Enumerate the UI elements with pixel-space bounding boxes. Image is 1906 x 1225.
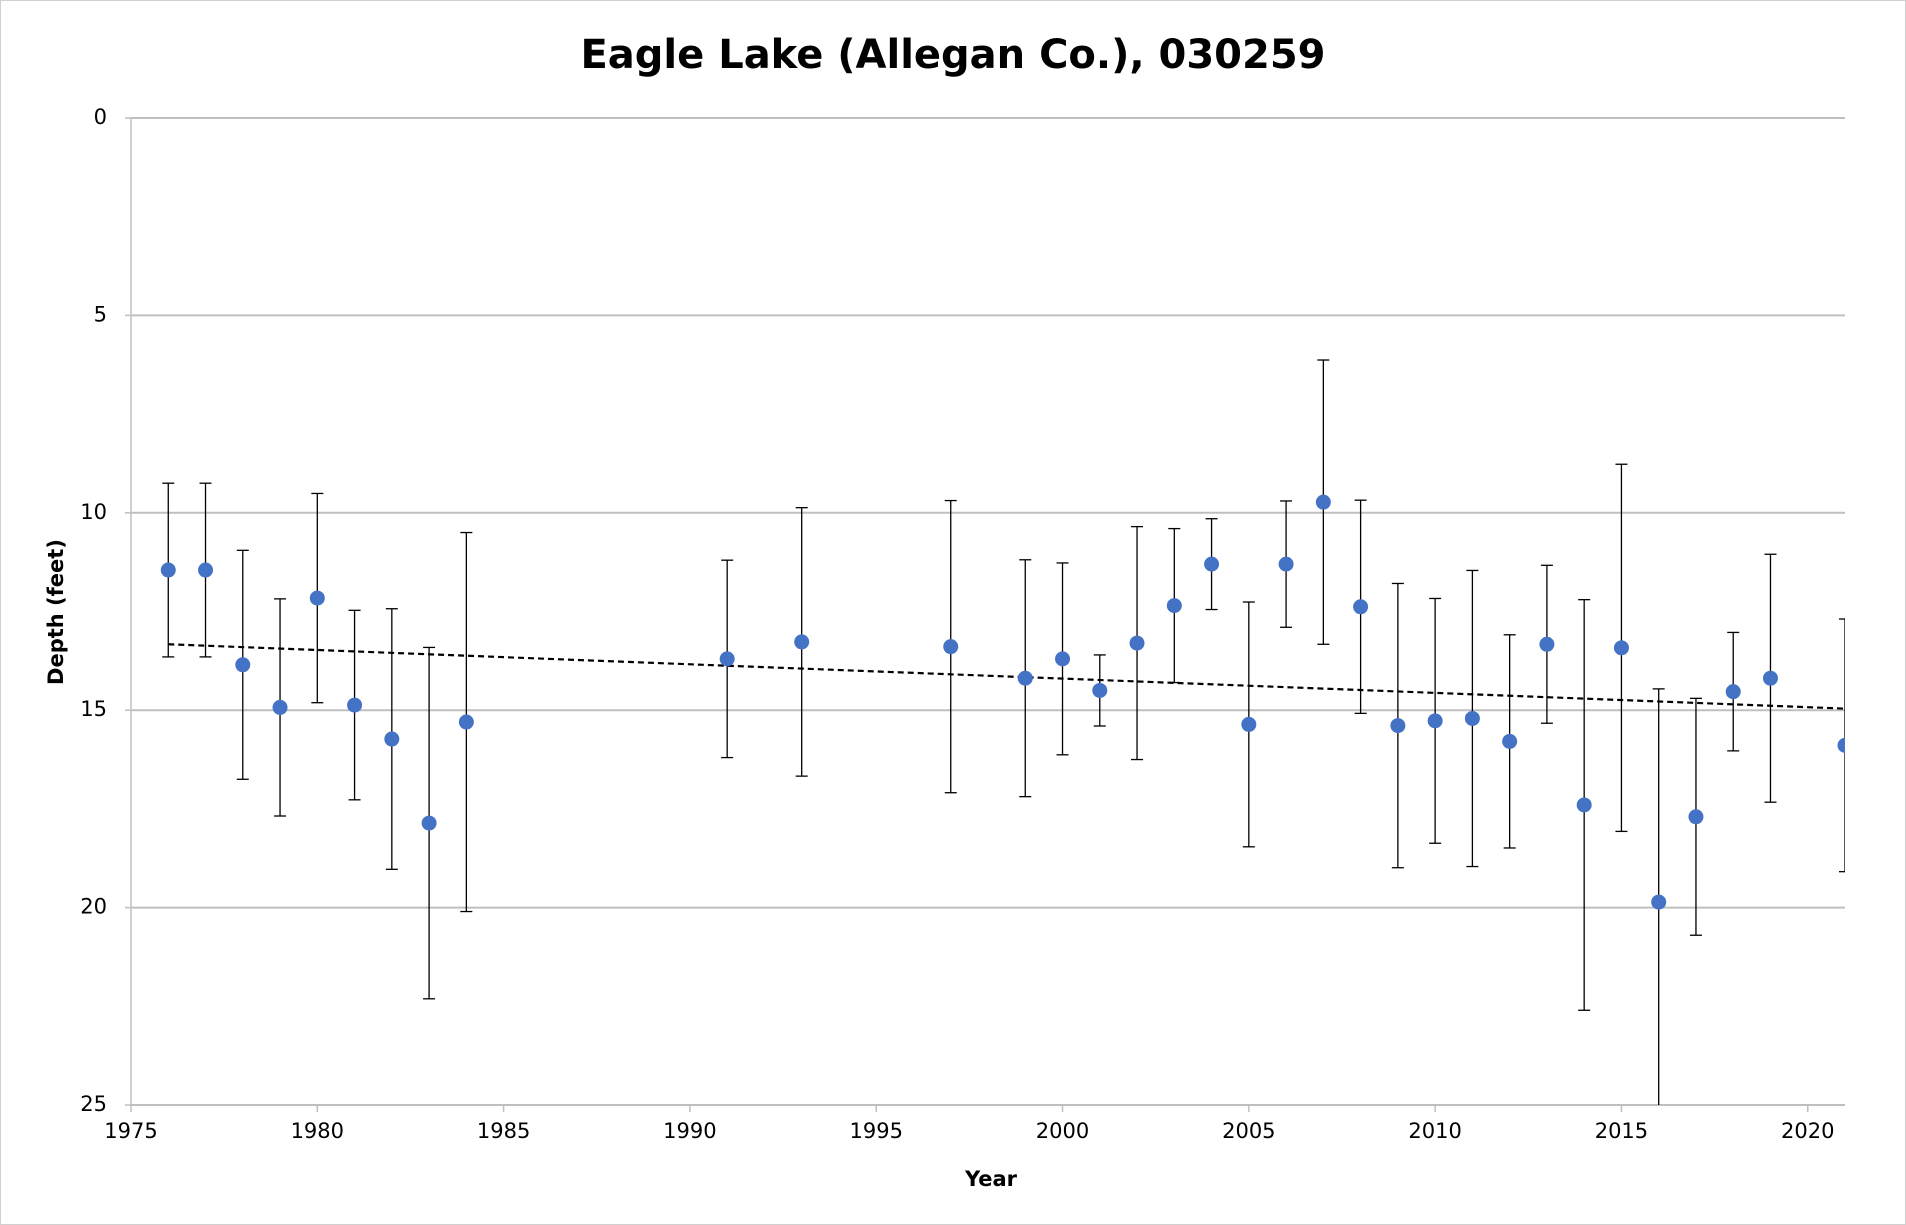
data-point xyxy=(1166,598,1182,614)
y-tick-label: 20 xyxy=(80,895,107,919)
y-tick-label: 0 xyxy=(94,105,107,129)
data-point xyxy=(1204,556,1220,572)
data-point xyxy=(1502,733,1518,749)
data-point xyxy=(1651,894,1667,910)
x-tick-label: 2005 xyxy=(1222,1119,1275,1143)
data-point xyxy=(1241,716,1257,732)
data-point xyxy=(1688,809,1704,825)
data-point xyxy=(1092,682,1108,698)
data-point xyxy=(384,731,400,747)
data-point xyxy=(1055,651,1071,667)
chart-title: Eagle Lake (Allegan Co.), 030259 xyxy=(580,32,1325,78)
data-point xyxy=(309,590,325,606)
data-point xyxy=(1017,670,1033,686)
error-bar xyxy=(1839,618,1845,873)
y-tick-label: 15 xyxy=(80,697,107,721)
data-point xyxy=(1837,737,1845,753)
data-point xyxy=(160,562,176,578)
x-tick-label: 1995 xyxy=(849,1119,902,1143)
y-tick-label: 5 xyxy=(94,302,107,326)
x-tick-label: 1980 xyxy=(291,1119,344,1143)
data-point xyxy=(943,639,959,655)
data-point xyxy=(719,651,735,667)
data-point xyxy=(458,714,474,730)
x-tick-label: 2020 xyxy=(1781,1119,1834,1143)
data-point xyxy=(1725,684,1741,700)
data-point xyxy=(1129,635,1145,651)
x-tick-label: 2015 xyxy=(1595,1119,1648,1143)
data-point xyxy=(794,634,810,650)
x-axis-label: Year xyxy=(964,1167,1018,1191)
plot-area: 0 5 10 15 20 25 1975 1980 1985 1990 1995 2000 2005 20… xyxy=(80,105,1845,1143)
data-point xyxy=(1278,556,1294,572)
y-tick-label: 10 xyxy=(80,500,107,524)
y-axis-label: Depth (feet) xyxy=(44,539,68,685)
data-point xyxy=(1315,494,1331,510)
data-point xyxy=(198,562,214,578)
y-tick-label: 25 xyxy=(80,1092,107,1116)
x-tick-label: 1985 xyxy=(477,1119,530,1143)
data-point xyxy=(1576,797,1592,813)
data-layer xyxy=(160,359,1845,1105)
x-tick-label: 1975 xyxy=(104,1119,157,1143)
x-tick-label: 2000 xyxy=(1036,1119,1089,1143)
data-point xyxy=(1464,710,1480,726)
data-point xyxy=(347,697,363,713)
data-point xyxy=(1613,640,1629,656)
data-point xyxy=(272,699,288,715)
data-point xyxy=(1762,670,1778,686)
x-tick-label: 1990 xyxy=(663,1119,716,1143)
data-point xyxy=(421,815,437,831)
data-point xyxy=(1353,599,1369,615)
data-point xyxy=(1390,718,1406,734)
data-point xyxy=(1539,636,1555,652)
data-point xyxy=(235,657,251,673)
x-tick-label: 2010 xyxy=(1408,1119,1461,1143)
data-point xyxy=(1427,713,1443,729)
